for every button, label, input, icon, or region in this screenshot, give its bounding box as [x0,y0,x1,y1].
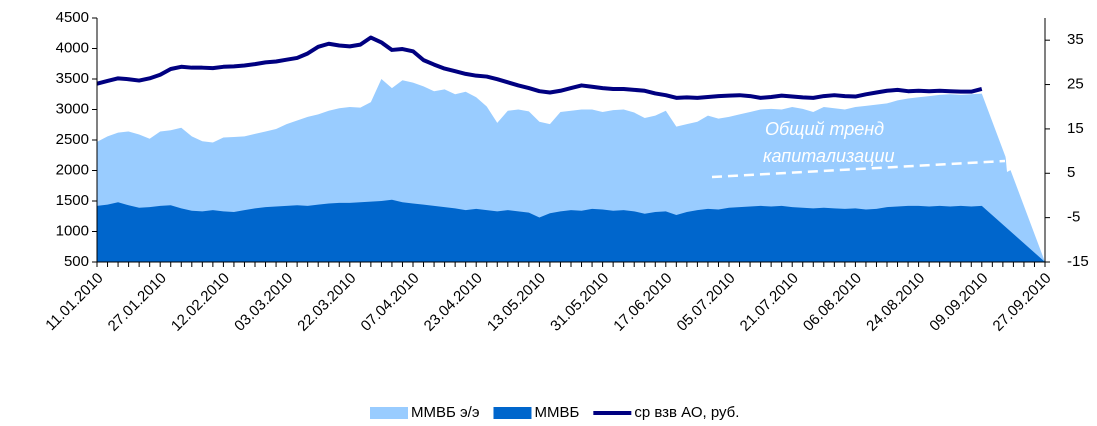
y2-tick-label: -15 [1067,253,1089,270]
x-tick-label: 31.05.2010 [547,270,612,335]
x-tick-label: 13.05.2010 [484,270,549,335]
y2-tick-label: -5 [1067,209,1080,226]
y2-tick-label: 5 [1067,164,1075,181]
y-tick-label: 1000 [56,222,89,239]
legend-label: ММВБ [534,404,579,421]
y-tick-label: 3500 [56,70,89,87]
trend-arrow-head [1005,150,1030,172]
x-tick-label: 17.06.2010 [610,270,675,335]
y-tick-label: 3000 [56,100,89,117]
x-tick-label: 12.02.2010 [168,270,233,335]
y-tick-label: 4000 [56,39,89,56]
x-tick-label: 07.04.2010 [358,270,423,335]
annotation: Общий тренд [765,119,884,139]
area [97,199,1045,262]
x-tick-label: 06.08.2010 [800,270,865,335]
x-tick-label: 09.09.2010 [926,270,991,335]
x-tick-label: 27.09.2010 [990,270,1055,335]
x-tick-label: 21.07.2010 [737,270,802,335]
x-tick-label: 23.04.2010 [421,270,486,335]
legend-label: ММВБ э/э [411,404,480,421]
x-tick-label: 11.01.2010 [42,270,106,334]
y2-tick-label: 25 [1067,76,1084,93]
legend-swatch [370,407,408,419]
x-tick-label: 27.01.2010 [105,270,170,335]
line [96,35,983,100]
y-tick-label: 4500 [56,9,89,26]
legend-swatch [493,407,532,419]
x-tick-label: 05.07.2010 [674,270,739,335]
y2-tick-label: 35 [1067,31,1084,48]
legend-label: ср взв АО, руб. [634,404,739,421]
annotation: капитализации [763,146,894,166]
y2-tick-label: 15 [1067,120,1084,137]
x-tick-label: 22.03.2010 [294,270,359,335]
x-tick-label: 24.08.2010 [863,270,928,335]
y-tick-label: 1500 [56,192,89,209]
x-tick-label: 03.03.2010 [231,270,296,335]
y-tick-label: 2500 [56,131,89,148]
trend-arrow [711,159,1006,179]
y-tick-label: 500 [64,253,89,270]
y-tick-label: 2000 [56,161,89,178]
